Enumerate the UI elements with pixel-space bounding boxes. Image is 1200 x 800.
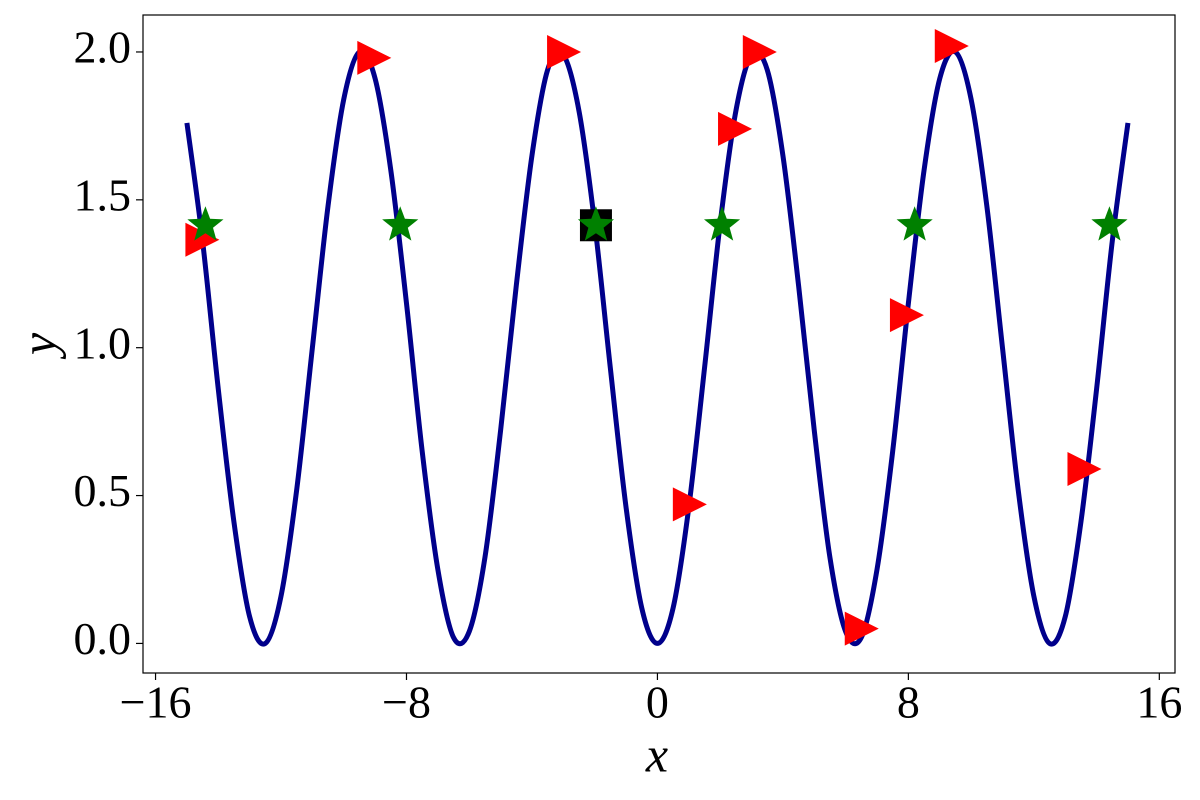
x-tick-label: 8 <box>897 677 920 728</box>
triangle-marker <box>672 487 707 522</box>
y-axis-label: y <box>10 332 66 360</box>
triangle-marker <box>742 34 777 69</box>
y-tick-label: 1.0 <box>74 317 132 368</box>
triangle-marker <box>718 111 753 146</box>
triangle-marker <box>185 222 220 257</box>
y-tick-label: 2.0 <box>74 22 132 73</box>
y-tick-label: 0.0 <box>74 613 132 664</box>
star-marker <box>187 206 224 241</box>
star-marker <box>896 206 933 241</box>
triangle-marker <box>357 40 392 75</box>
triangle-marker <box>1067 451 1102 486</box>
triangle-marker <box>844 611 879 646</box>
triangle-marker <box>889 298 924 333</box>
star-marker <box>382 206 419 241</box>
y-tick-label: 1.5 <box>74 169 132 220</box>
x-tick-label: −8 <box>382 677 431 728</box>
curve <box>184 48 1131 647</box>
x-tick-label: 0 <box>646 677 669 728</box>
triangle-marker <box>934 29 969 64</box>
y-tick-label: 0.5 <box>74 465 132 516</box>
x-axis-label: x <box>645 726 668 782</box>
x-tick-label: 16 <box>1136 677 1182 728</box>
plot-frame <box>142 14 1176 674</box>
star-marker <box>703 206 741 241</box>
triangle-marker <box>547 34 582 69</box>
star-marker <box>577 206 615 241</box>
star-marker <box>1091 206 1128 241</box>
x-tick-label: −16 <box>120 677 192 728</box>
